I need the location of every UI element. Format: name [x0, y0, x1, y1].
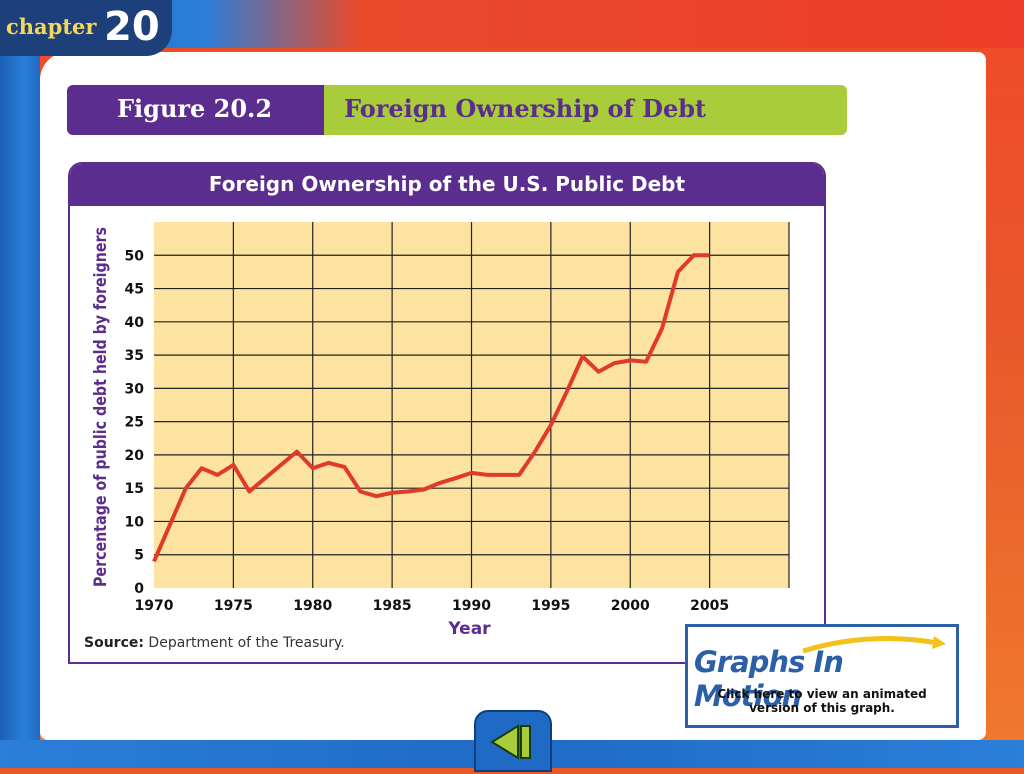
x-axis-label: Year	[447, 619, 491, 639]
chart-header: Foreign Ownership of the U.S. Public Deb…	[70, 164, 824, 206]
y-tick-label: 20	[125, 448, 145, 464]
y-tick-label: 25	[125, 415, 144, 431]
chart-title: Foreign Ownership of the U.S. Public Deb…	[208, 172, 686, 196]
left-stripe	[0, 0, 40, 768]
y-axis-label: Percentage of public debt held by foreig…	[91, 227, 111, 587]
y-tick-labels: 0 5 10 15 20 25 30 35 40 45 50	[125, 248, 145, 597]
grid-lines	[154, 222, 790, 588]
figure-number-box: Figure 20.2	[67, 85, 324, 135]
chapter-word: chapter	[6, 14, 97, 39]
y-tick-label: 35	[125, 348, 144, 364]
figure-title-box: Foreign Ownership of Debt	[324, 85, 847, 135]
back-arrow-icon	[490, 724, 531, 760]
series-line	[152, 253, 710, 563]
source-note: Source: Department of the Treasury.	[84, 635, 345, 651]
figure-number: Figure 20.2	[117, 94, 273, 123]
y-tick-label: 45	[125, 282, 144, 298]
chapter-number: 20	[104, 4, 160, 50]
x-tick-label: 1980	[293, 598, 332, 614]
caption-line-1: Click here to view an animated	[717, 687, 927, 701]
source-text: Department of the Treasury.	[143, 635, 345, 651]
y-tick-label: 0	[134, 581, 144, 597]
figure-banner: Figure 20.2 Foreign Ownership of Debt	[67, 85, 847, 135]
x-tick-label: 1975	[214, 598, 253, 614]
x-tick-label: 1970	[135, 598, 174, 614]
figure-title: Foreign Ownership of Debt	[344, 94, 707, 123]
graphs-in-motion-button[interactable]: Graphs In Motion Click here to view an a…	[685, 624, 959, 728]
x-tick-label: 2000	[611, 598, 650, 614]
caption-line-2: version of this graph.	[749, 701, 895, 715]
swoosh-icon	[802, 636, 946, 654]
y-tick-label: 30	[125, 381, 145, 397]
x-tick-label: 1990	[452, 598, 491, 614]
y-tick-label: 40	[125, 315, 145, 331]
graphs-in-motion-caption: Click here to view an animated version o…	[688, 687, 956, 715]
x-tick-labels: 1970 1975 1980 1985 1990 1995 2000 2005	[135, 598, 730, 614]
chapter-tab: chapter 20	[0, 0, 172, 56]
source-label: Source:	[84, 635, 144, 651]
x-tick-label: 1985	[373, 598, 412, 614]
y-tick-label: 15	[125, 481, 144, 497]
graphs-in-motion-title: Graphs In Motion	[694, 645, 844, 713]
y-tick-label: 10	[125, 514, 145, 530]
x-tick-label: 2005	[690, 598, 729, 614]
y-tick-label: 5	[134, 548, 144, 564]
back-button[interactable]	[474, 710, 552, 772]
x-tick-label: 1995	[531, 598, 570, 614]
y-tick-label: 50	[125, 248, 145, 264]
